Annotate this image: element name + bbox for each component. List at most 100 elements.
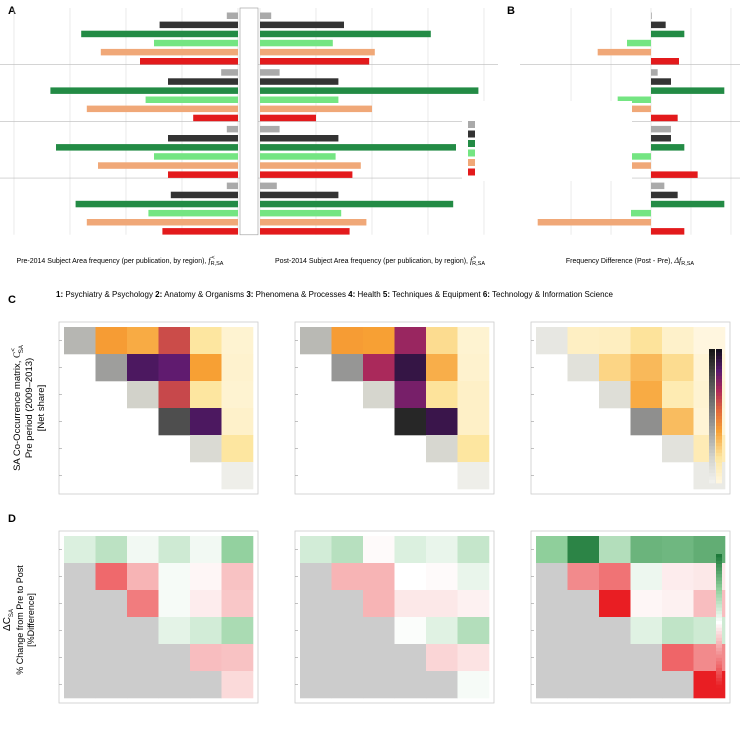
heatmap-cell	[363, 327, 395, 355]
heatmap-cell	[95, 563, 128, 591]
colorbar-segment	[716, 375, 722, 380]
heatmap-cell	[331, 590, 364, 618]
heatmap-cell	[394, 590, 427, 618]
colorbar-segment	[709, 382, 715, 387]
colorbar-segment	[709, 432, 715, 437]
y-axis-label-line: SA Co-Occurrence matrix, C< SA	[11, 345, 25, 471]
colorbar-segment	[716, 684, 722, 689]
subject-header-num: 1:	[56, 290, 63, 299]
heatmap-cell	[426, 590, 458, 618]
heatmap-cell	[394, 644, 427, 672]
axis-label: Frequency Difference (Post - Pre), ΔfR,S…	[566, 256, 695, 267]
bar-post-phenomena	[260, 39, 333, 47]
heatmap-cell	[95, 354, 128, 382]
heatmap-cell	[567, 563, 600, 591]
bar-post-phenomena	[260, 209, 342, 217]
heatmap-cell	[300, 617, 332, 645]
heatmap-cell	[457, 617, 490, 645]
heatmap-cell	[221, 536, 254, 564]
bar-pre-phenomena	[154, 39, 238, 47]
colorbar-segment	[716, 657, 722, 662]
heatmap-cell	[662, 435, 694, 463]
legend-swatch-tech-info	[468, 121, 475, 128]
heatmap-cell	[567, 644, 600, 672]
bar-diff-phenomena	[631, 209, 651, 217]
heatmap-cell	[426, 327, 458, 355]
bar-diff-tech-equip	[651, 191, 678, 199]
heatmap-cell	[158, 381, 191, 409]
heatmap-cell	[630, 617, 663, 645]
bar-post-psych	[260, 228, 350, 235]
heatmap-cell	[221, 381, 254, 409]
bar-diff-psych	[651, 171, 698, 178]
heatmap-cell	[662, 671, 694, 699]
colorbar-segment	[709, 379, 715, 383]
heatmap-cell	[64, 327, 96, 355]
colorbar-segment	[709, 405, 715, 410]
colorbar-segment	[716, 621, 722, 625]
legend-bg	[462, 101, 632, 181]
colorbar-segment	[716, 442, 722, 447]
axis-label-sup: >	[473, 255, 476, 261]
heatmap-cell	[64, 671, 96, 699]
heatmap-cell	[158, 327, 191, 355]
bar-pre-psych	[168, 171, 238, 178]
heatmap-cell	[536, 563, 568, 591]
colorbar-segment	[709, 479, 715, 484]
colorbar-segment	[709, 402, 715, 407]
axis-label-text: Frequency Difference (Post - Pre),	[566, 258, 674, 265]
axis-label: Post-2014 Subject Area frequency (per pu…	[275, 255, 485, 267]
heatmap-cell	[363, 617, 395, 645]
colorbar-segment	[716, 385, 722, 390]
heatmap-cell	[599, 354, 631, 382]
heatmap-cell	[662, 644, 694, 672]
heatmap-cell	[221, 327, 254, 355]
axis-label-sup: <	[211, 255, 214, 261]
bar-post-anatomy	[260, 162, 361, 169]
heatmap-cell	[64, 563, 96, 591]
heatmap-cell	[190, 590, 222, 618]
heatmap-cell	[221, 408, 254, 436]
y-axis-label-line: [%Difference]	[26, 593, 36, 647]
bar-pre-psych	[162, 228, 238, 235]
colorbar-segment	[716, 661, 722, 665]
colorbar-segment	[716, 594, 722, 598]
y-axis-label-text: SA Co-Occurrence matrix,	[12, 358, 23, 471]
heatmap-cell	[221, 435, 254, 463]
y-axis-label-line: Pre period (2009–2013)	[24, 358, 35, 458]
heatmap-cell	[363, 590, 395, 618]
colorbar-segment	[709, 452, 715, 457]
colorbar-segment	[709, 349, 715, 353]
bar-post-tech-info	[260, 12, 272, 19]
heatmap-cell	[331, 354, 364, 382]
heatmap-cell	[536, 644, 568, 672]
colorbar-segment	[716, 651, 722, 655]
panel-label-d: D	[8, 513, 16, 525]
axis-label-sub: R,SA	[681, 261, 694, 267]
colorbar-segment	[716, 476, 722, 481]
heatmap-cell	[221, 563, 254, 591]
legend-swatch-tech-equip	[468, 130, 475, 138]
colorbar-segment	[709, 456, 715, 460]
panel-label-b: B	[507, 5, 515, 17]
colorbar-segment	[716, 560, 722, 565]
heatmap-cell	[95, 644, 128, 672]
colorbar-segment	[716, 449, 722, 454]
bar-post-anatomy	[260, 48, 375, 56]
bar-diff-tech-equip	[651, 78, 671, 85]
colorbar-segment	[716, 604, 722, 608]
axis-label-math: Δf	[673, 256, 683, 265]
colorbar-segment	[716, 634, 722, 639]
colorbar-segment	[709, 412, 715, 417]
bar-diff-tech-info	[651, 125, 671, 133]
bar-post-tech-info	[260, 125, 280, 133]
bar-pre-phenomena	[145, 96, 238, 103]
y-axis-label-sub: SA	[19, 345, 25, 353]
heatmap-frame	[294, 321, 495, 495]
colorbar-segment	[716, 607, 722, 612]
axis-label-math: f	[208, 256, 212, 265]
bar-post-anatomy	[260, 105, 372, 113]
heatmap-cell	[331, 536, 364, 564]
heatmap-cell	[599, 617, 631, 645]
